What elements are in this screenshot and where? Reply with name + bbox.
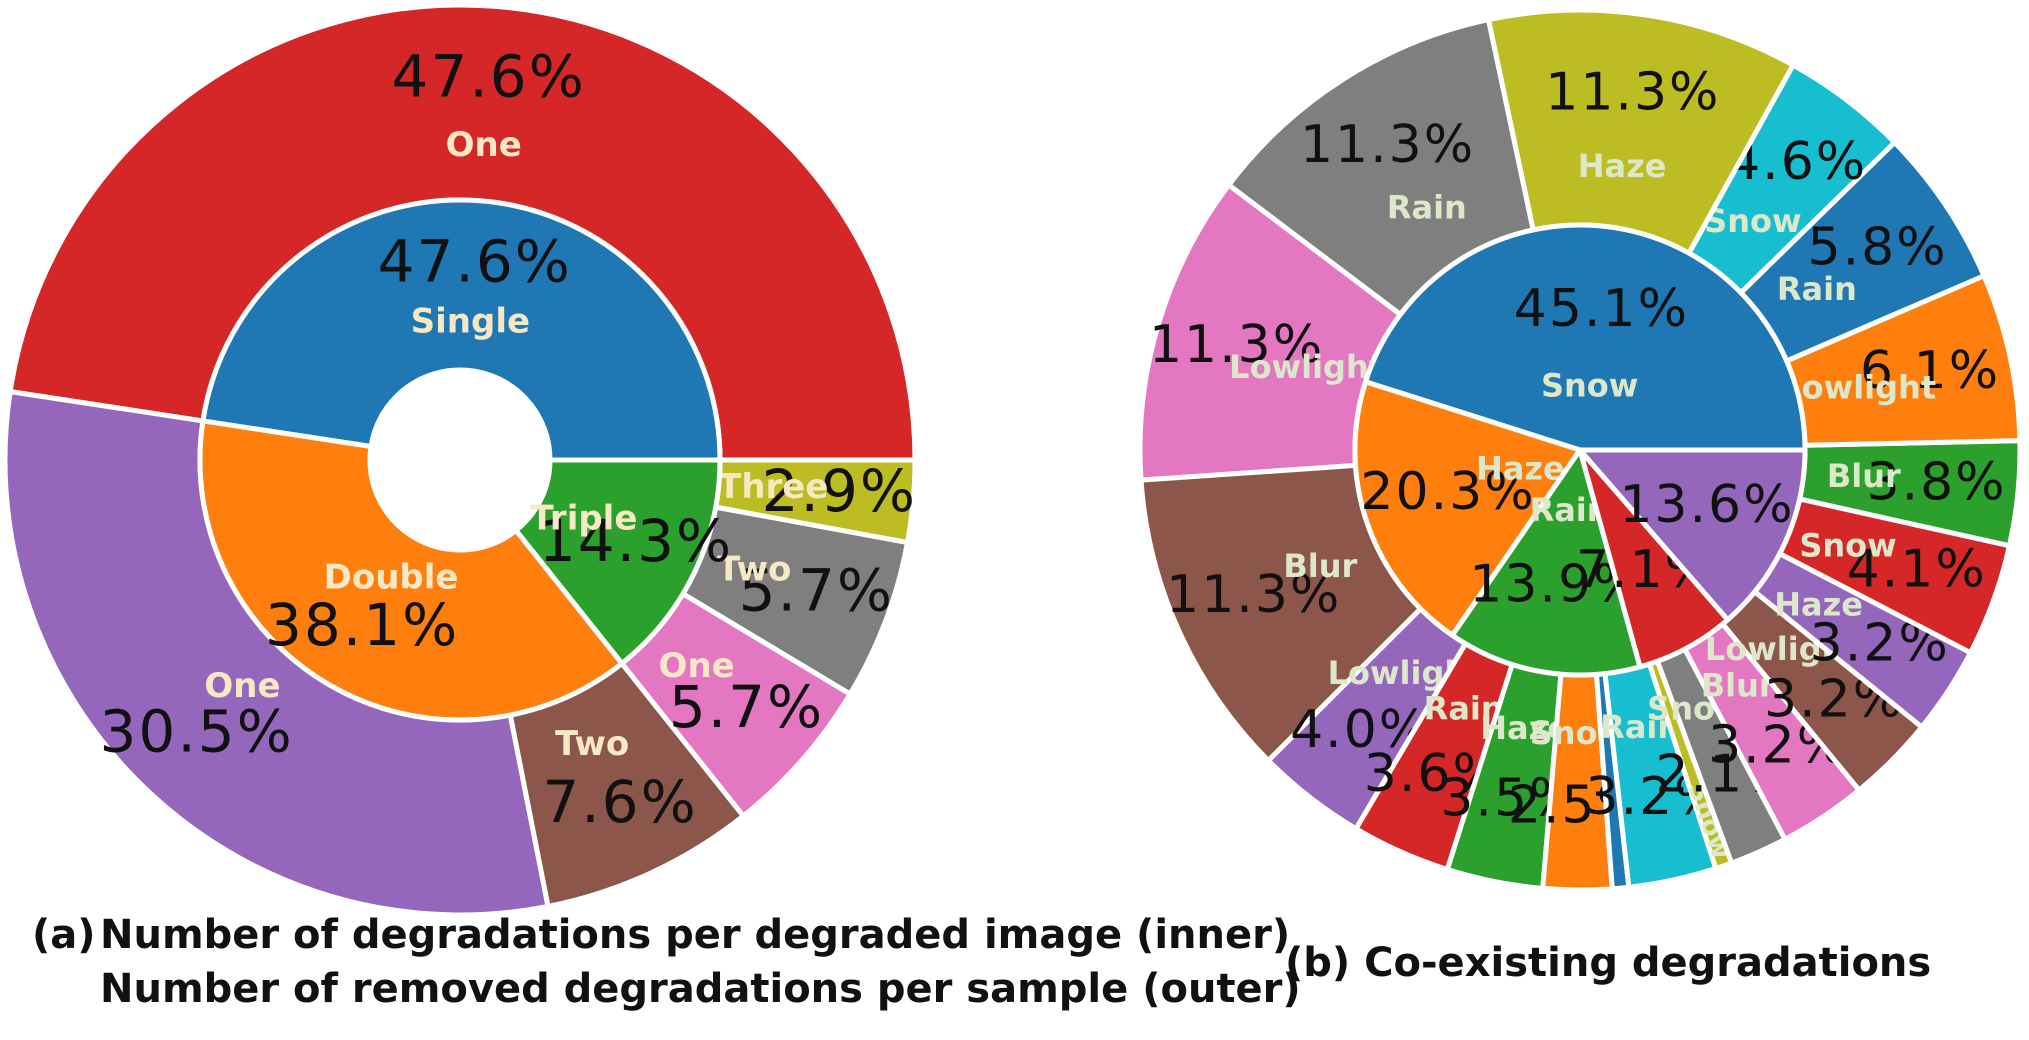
chart-a-outer-label-2: Two — [555, 724, 629, 764]
chart-b-outer-value-16: 6.1% — [1860, 341, 2000, 401]
chart-b-outer-value-2: 11.3% — [1166, 565, 1341, 625]
chart-b-outer-value-15: 3.8% — [1866, 452, 2006, 512]
chart-a-inner-value-0: 47.6% — [378, 227, 572, 295]
caption-a-line2: Number of removed degradations per sampl… — [100, 966, 1301, 1012]
chart-b-outer-value-19: 11.3% — [1545, 63, 1720, 123]
chart-a-inner-label-1: Double — [324, 558, 459, 598]
chart-a-inner-slice-0 — [200, 197, 723, 463]
chart-a-outer-value-1: 30.5% — [100, 697, 294, 765]
chart-b-inner-label-1: Haze — [1476, 449, 1565, 487]
chart-b-inner-slice-4 — [1577, 447, 1808, 623]
chart-b-outer-label-2: Blur — [1283, 547, 1357, 585]
chart-a-outer-label-4: Two — [717, 550, 791, 590]
caption-a-prefix: (a) — [32, 912, 96, 958]
caption-b: (b) Co-existing degradations — [1285, 940, 1931, 986]
chart-b-outer-label-16: Lowlight — [1781, 368, 1936, 406]
chart-b-donut: 11.3%Rain11.3%Lowlight11.3%Blur4.0%Lowli… — [1137, 7, 2023, 893]
chart-b-inner-label-0: Snow — [1541, 367, 1638, 405]
chart-b-outer-value-14: 4.1% — [1847, 540, 1987, 600]
chart-a-outer-label-1: One — [204, 666, 280, 706]
chart-a-outer-value-0: 47.6% — [392, 42, 586, 110]
chart-b-outer-label-1: Lowlight — [1229, 348, 1384, 386]
chart-a-outer-value-2: 7.6% — [542, 768, 697, 836]
chart-a-donut: 47.6%One30.5%One7.6%Two5.7%One5.7%Two2.9… — [2, 2, 918, 918]
chart-b-inner-value-0: 45.1% — [1514, 279, 1689, 339]
chart-b-inner-slice-1 — [1352, 379, 1583, 638]
chart-a-outer-label-0: One — [446, 125, 522, 165]
chart-b-outer-label-18: Snow — [1704, 202, 1801, 240]
chart-b-outer-label-14: Snow — [1799, 527, 1896, 565]
chart-a-outer-value-4: 5.7% — [739, 557, 894, 625]
chart-b-inner-slice-0 — [1363, 222, 1808, 453]
caption-a-line1: Number of degradations per degraded imag… — [100, 912, 1290, 958]
chart-b-outer-label-4: Rain — [1424, 689, 1504, 727]
chart-a-inner-label-2: Triple — [530, 498, 637, 538]
chart-b-outer-label-15: Blur — [1827, 457, 1901, 495]
chart-b-outer-label-19: Haze — [1578, 147, 1667, 185]
chart-b-outer-value-0: 11.3% — [1300, 115, 1475, 175]
chart-a-inner-label-0: Single — [411, 301, 530, 341]
chart-a-inner-value-1: 38.1% — [265, 591, 459, 659]
chart-b-inner-value-4: 13.6% — [1619, 475, 1794, 535]
chart-a-outer-label-5: Three — [718, 467, 828, 507]
chart-b-outer-label-0: Rain — [1387, 188, 1467, 226]
chart-a-outer-label-3: One — [659, 646, 735, 686]
chart-b-outer-value-17: 5.8% — [1808, 217, 1948, 277]
chart-a-inner-slice-1 — [197, 418, 625, 723]
chart-b-outer-label-17: Rain — [1777, 270, 1857, 308]
chart-a-outer-value-5: 2.9% — [762, 457, 917, 525]
chart-a-inner-slice-2 — [513, 457, 723, 666]
chart-b-outer-value-1: 11.3% — [1149, 315, 1324, 375]
chart-a-inner-value-2: 14.3% — [539, 507, 733, 575]
chart-a-outer-value-3: 5.7% — [669, 673, 824, 741]
chart-b-inner-value-1: 20.3% — [1360, 462, 1535, 522]
